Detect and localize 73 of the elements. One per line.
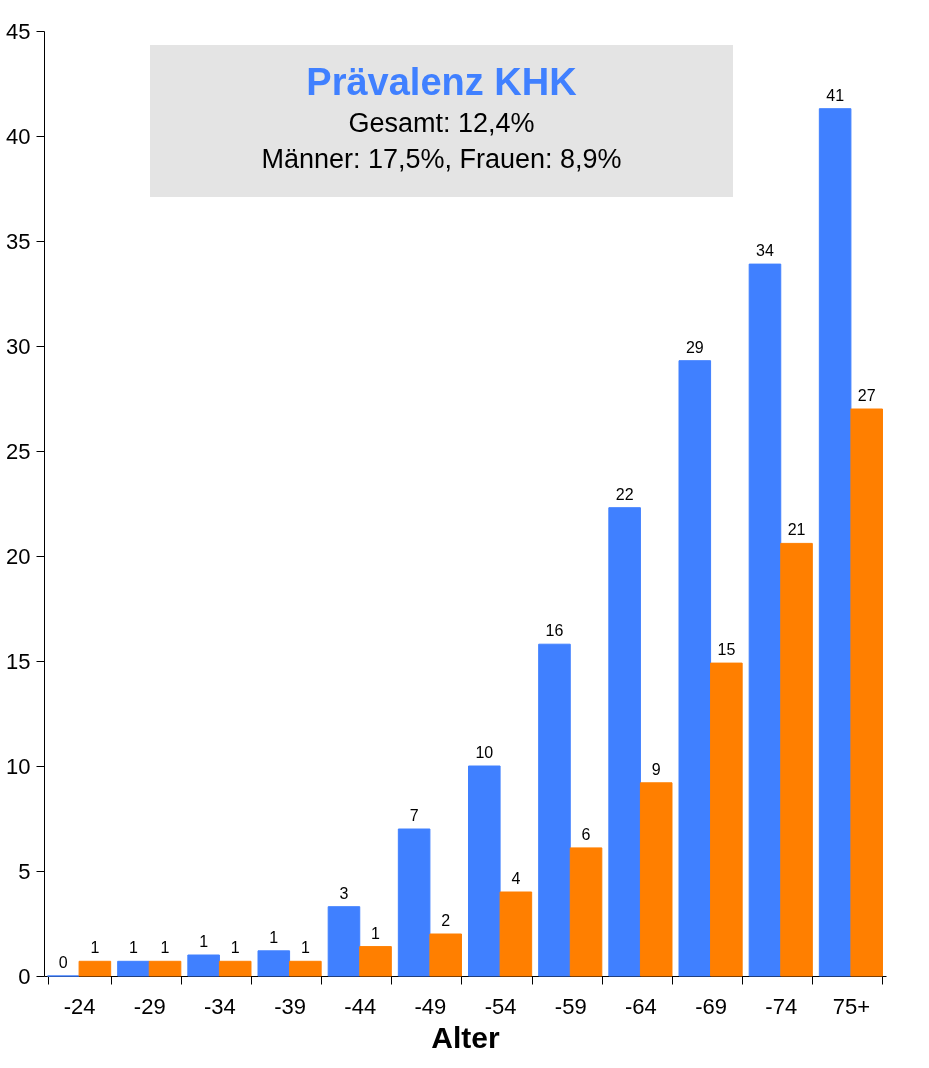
data-label: 1: [300, 939, 310, 957]
bar: [429, 933, 462, 977]
x-tick-label: -29: [133, 993, 166, 1019]
bar: [748, 263, 782, 977]
data-label: 3: [339, 884, 349, 902]
y-tick-label: 10: [6, 753, 31, 779]
x-tick-label: 75+: [832, 993, 871, 1019]
bar: [850, 408, 883, 977]
bar: [538, 643, 571, 977]
y-tick-label: 35: [6, 228, 31, 254]
data-label: 9: [651, 760, 661, 778]
bar: [499, 891, 533, 977]
y-tick-label: 25: [6, 438, 31, 464]
data-label: 4: [511, 870, 521, 887]
x-tick-label: -69: [695, 993, 727, 1019]
data-label: 7: [409, 807, 419, 824]
y-tick-label: 15: [6, 648, 31, 674]
x-tick-label: -54: [484, 993, 517, 1019]
x-tick-label: -34: [204, 993, 236, 1019]
data-label: 22: [615, 485, 634, 503]
data-label: 1: [199, 933, 209, 950]
bar: [187, 954, 220, 977]
data-label: 41: [826, 86, 845, 104]
bar: [608, 507, 641, 977]
bar: [218, 960, 252, 977]
data-label: 21: [787, 521, 806, 539]
data-label: 1: [230, 939, 240, 957]
data-label: 34: [756, 242, 774, 260]
data-label: 6: [581, 825, 591, 843]
bar: [569, 847, 603, 977]
data-label: 15: [717, 641, 736, 659]
x-axis-title: Alter: [431, 1020, 500, 1054]
bar: [639, 782, 673, 977]
x-tick-label: -39: [274, 993, 306, 1019]
y-tick-label: 20: [6, 543, 31, 569]
bar: [780, 542, 813, 977]
x-tick-label: -64: [625, 993, 657, 1019]
data-label: 1: [160, 939, 170, 957]
bar: [289, 960, 322, 977]
x-tick-label: -49: [414, 993, 447, 1019]
x-tick-label: -44: [344, 993, 377, 1019]
data-label: 29: [685, 338, 704, 356]
y-tick-label: 0: [18, 963, 31, 989]
data-label: 16: [545, 622, 564, 640]
bar: [710, 662, 743, 977]
data-label: 1: [371, 924, 381, 942]
bar: [148, 960, 182, 977]
x-tick-label: -24: [63, 993, 96, 1019]
bar: [327, 906, 361, 977]
bar: [359, 946, 392, 977]
bar: [468, 765, 501, 977]
bar: [678, 360, 712, 977]
bar: [78, 960, 112, 977]
y-tick-label: 45: [6, 18, 31, 44]
annotation: Gesamt: 12,4%: [347, 107, 536, 140]
y-tick-label: 30: [6, 333, 31, 359]
annotation: Männer: 17,5%, Frauen: 8,9%: [260, 143, 623, 176]
data-label: 10: [475, 744, 494, 761]
bar: [818, 108, 852, 977]
x-tick-label: -74: [765, 993, 798, 1019]
y-tick-label: 5: [18, 858, 31, 884]
bar: [117, 960, 150, 977]
data-label: 0: [58, 954, 68, 971]
data-label: 27: [857, 387, 876, 404]
data-label: 2: [441, 912, 451, 929]
data-label: 1: [90, 939, 100, 957]
bar: [397, 828, 431, 977]
data-label: 1: [129, 939, 139, 957]
text-panel: Prävalenz KHK Gesamt: 12,4% Männer: 17,5%, Frauen: 8,9%: [150, 45, 733, 197]
y-tick-label: 40: [6, 123, 31, 149]
data-label: 1: [269, 928, 279, 946]
bar: [257, 950, 291, 977]
x-tick-label: -59: [554, 993, 587, 1019]
